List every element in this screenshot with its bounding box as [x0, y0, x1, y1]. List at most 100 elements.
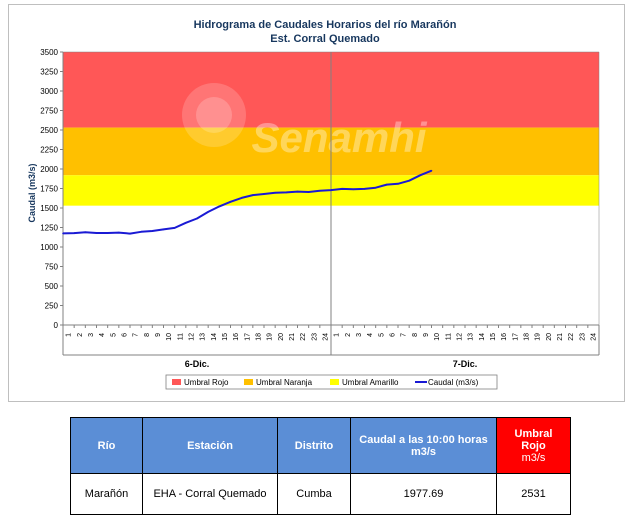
chart-title: Hidrograma de Caudales Horarios del río …: [194, 19, 457, 31]
watermark-text: Senamhi: [251, 114, 427, 161]
x-tick-label-13: 14: [211, 333, 218, 341]
header-umbral-rojo: Umbral Rojo m3/s: [496, 417, 571, 474]
x-tick-label-12: 13: [200, 333, 207, 341]
series-point-9: [162, 228, 165, 231]
header-caudal-unit: m3/s: [410, 445, 437, 458]
x-tick-label-27: 4: [367, 333, 374, 337]
series-point-31: [408, 179, 410, 182]
x-group-label-0: 6-Dic.: [185, 359, 210, 369]
hydrograph-chart: Hidrograma de Caudales Horarios del río …: [27, 19, 600, 390]
x-tick-label-20: 21: [289, 333, 296, 341]
x-tick-label-18: 19: [267, 333, 274, 341]
x-tick-label-16: 17: [244, 333, 251, 341]
x-tick-label-8: 9: [155, 333, 162, 337]
series-line-0: [62, 169, 432, 235]
series-point-5: [118, 231, 120, 234]
x-tick-label-36: 13: [468, 333, 475, 341]
x-tick-label-30: 7: [401, 333, 408, 337]
y-tick-label-13: 3250: [40, 68, 58, 77]
station-info-table: Río Estación Distrito Caudal a las 10:00…: [70, 417, 571, 515]
cell-distrito: Cumba: [277, 473, 351, 515]
series-point-7: [140, 231, 142, 233]
series-point-16: [240, 197, 243, 199]
x-group-label-1: 7-Dic.: [453, 359, 478, 369]
series-point-3: [95, 232, 98, 234]
x-tick-label-10: 11: [177, 333, 184, 340]
y-tick-label-4: 1000: [40, 243, 58, 252]
chart-subtitle: Est. Corral Quemado: [270, 33, 380, 45]
x-tick-label-3: 4: [99, 333, 106, 337]
cell-estacion: EHA - Corral Quemado: [142, 473, 278, 515]
series-point-8: [151, 230, 154, 232]
x-tick-label-17: 18: [255, 333, 262, 341]
x-tick-label-23: 24: [322, 333, 329, 341]
y-tick-label-11: 2750: [40, 107, 58, 116]
series-point-29: [386, 183, 388, 186]
x-tick-label-46: 23: [579, 333, 586, 341]
cell-caudal: 1977.69: [350, 473, 497, 515]
x-tick-label-31: 8: [412, 333, 419, 337]
x-tick-label-29: 6: [389, 333, 396, 337]
x-tick-label-37: 14: [479, 333, 486, 341]
x-tick-label-14: 15: [222, 333, 229, 341]
x-tick-label-0: 1: [66, 333, 73, 337]
y-tick-label-9: 2250: [40, 146, 58, 155]
x-tick-label-26: 3: [356, 333, 363, 337]
x-tick-label-15: 16: [233, 333, 240, 341]
series-point-32: [419, 174, 422, 176]
x-tick-label-19: 20: [278, 333, 285, 341]
x-tick-label-32: 9: [423, 333, 430, 337]
series-point-19: [274, 192, 276, 194]
series-point-22: [307, 191, 310, 193]
x-tick-label-4: 5: [110, 333, 117, 337]
y-axis-title: Caudal (m3/s): [27, 163, 37, 222]
x-tick-label-39: 16: [501, 333, 508, 341]
x-tick-label-9: 10: [166, 333, 173, 341]
x-tick-label-28: 5: [378, 333, 385, 337]
series-point-33: [430, 169, 433, 172]
series-point-20: [285, 191, 288, 194]
y-tick-label-3: 750: [45, 263, 59, 272]
series-point-17: [252, 194, 254, 196]
x-tick-label-2: 3: [88, 333, 95, 337]
x-tick-label-5: 6: [121, 333, 128, 337]
series-point-12: [196, 217, 198, 220]
series-point-28: [374, 186, 377, 189]
legend-swatch-0: [172, 379, 181, 385]
series-point-13: [207, 211, 209, 213]
header-umbral-unit: m3/s: [521, 451, 546, 464]
x-tick-label-6: 7: [133, 333, 140, 337]
series-point-21: [296, 190, 299, 193]
x-tick-label-22: 23: [311, 333, 318, 341]
x-tick-label-42: 19: [535, 333, 542, 341]
x-tick-label-35: 12: [456, 333, 463, 341]
legend-item-3: Caudal (m3/s): [428, 378, 479, 387]
y-tick-label-12: 3000: [40, 87, 58, 96]
series-point-1: [73, 232, 75, 234]
y-tick-label-10: 2500: [40, 126, 58, 135]
series-point-0: [62, 232, 64, 235]
legend-item-0: Umbral Rojo: [184, 378, 229, 387]
series-point-27: [363, 188, 366, 190]
series-point-15: [229, 201, 232, 203]
senamhi-watermark: Senamhi: [182, 83, 428, 161]
header-rio: Río: [70, 417, 143, 474]
x-tick-label-25: 2: [345, 333, 352, 337]
series-point-25: [341, 188, 343, 190]
x-tick-label-21: 22: [300, 333, 307, 341]
header-estacion: Estación: [142, 417, 278, 474]
x-tick-label-47: 24: [590, 333, 597, 341]
table-header-row: Río Estación Distrito Caudal a las 10:00…: [70, 417, 571, 474]
y-tick-label-7: 1750: [40, 185, 58, 194]
series-point-6: [129, 232, 131, 235]
series-point-23: [319, 190, 321, 192]
x-tick-label-41: 18: [523, 333, 530, 341]
series-point-2: [84, 231, 87, 233]
cell-umbral: 2531: [496, 473, 571, 515]
y-tick-label-5: 1250: [40, 224, 58, 233]
series-point-26: [352, 188, 355, 191]
header-distrito: Distrito: [277, 417, 351, 474]
x-tick-label-38: 15: [490, 333, 497, 341]
x-tick-label-40: 17: [512, 333, 519, 341]
chart-frame: Hidrograma de Caudales Horarios del río …: [8, 4, 625, 402]
